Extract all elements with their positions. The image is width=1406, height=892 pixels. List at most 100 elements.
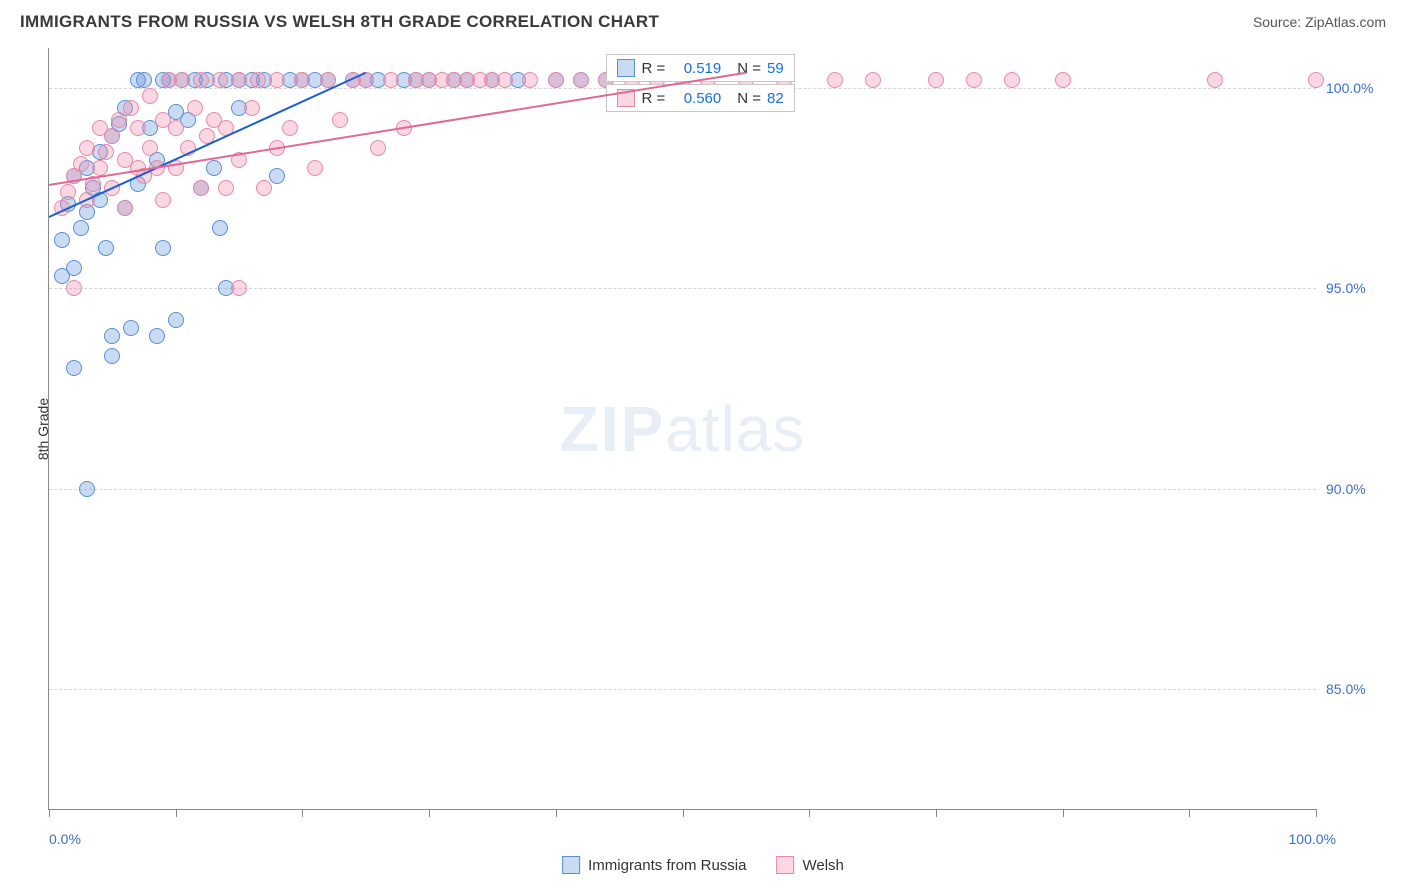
scatter-point — [1004, 72, 1020, 88]
scatter-point — [92, 160, 108, 176]
scatter-point — [370, 140, 386, 156]
scatter-point — [206, 160, 222, 176]
scatter-point — [244, 100, 260, 116]
source-label: Source: ZipAtlas.com — [1253, 14, 1386, 30]
scatter-point — [865, 72, 881, 88]
scatter-point — [497, 72, 513, 88]
r-label: R = — [641, 90, 665, 107]
scatter-point — [282, 120, 298, 136]
x-label-end: 100.0% — [1289, 831, 1336, 847]
scatter-point — [522, 72, 538, 88]
scatter-point — [1308, 72, 1324, 88]
chart-container: ZIPatlas 85.0%90.0%95.0%100.0%0.0%100.0%… — [48, 48, 1316, 810]
scatter-point — [250, 72, 266, 88]
scatter-point — [54, 232, 70, 248]
scatter-point — [111, 112, 127, 128]
x-tick — [556, 809, 557, 817]
scatter-point — [117, 200, 133, 216]
n-label: N = — [737, 90, 761, 107]
scatter-point — [130, 120, 146, 136]
stats-box: R = 0.560 N = 82 — [606, 84, 794, 112]
scatter-point — [212, 72, 228, 88]
plot-area: ZIPatlas 85.0%90.0%95.0%100.0%0.0%100.0%… — [48, 48, 1316, 810]
scatter-point — [174, 72, 190, 88]
scatter-point — [142, 140, 158, 156]
x-tick — [809, 809, 810, 817]
x-tick — [1189, 809, 1190, 817]
x-tick — [49, 809, 50, 817]
scatter-point — [193, 180, 209, 196]
scatter-point — [168, 120, 184, 136]
scatter-point — [168, 312, 184, 328]
scatter-point — [332, 112, 348, 128]
scatter-point — [98, 240, 114, 256]
scatter-point — [123, 320, 139, 336]
scatter-point — [231, 72, 247, 88]
x-tick — [1063, 809, 1064, 817]
n-value: 82 — [767, 90, 784, 107]
legend-item: Immigrants from Russia — [562, 856, 746, 874]
x-tick — [176, 809, 177, 817]
grid-line — [49, 489, 1316, 490]
scatter-point — [155, 192, 171, 208]
scatter-point — [212, 220, 228, 236]
scatter-point — [256, 180, 272, 196]
scatter-point — [66, 280, 82, 296]
scatter-point — [104, 348, 120, 364]
scatter-point — [104, 128, 120, 144]
watermark-bold: ZIP — [560, 393, 666, 465]
grid-line — [49, 689, 1316, 690]
scatter-point — [123, 100, 139, 116]
scatter-point — [269, 72, 285, 88]
x-tick — [936, 809, 937, 817]
scatter-point — [73, 220, 89, 236]
legend-swatch — [562, 856, 580, 874]
y-tick-label: 85.0% — [1326, 681, 1386, 697]
scatter-point — [187, 100, 203, 116]
legend: Immigrants from Russia Welsh — [562, 856, 844, 874]
x-label-start: 0.0% — [49, 831, 81, 847]
n-value: 59 — [767, 60, 784, 77]
legend-item: Welsh — [776, 856, 843, 874]
scatter-point — [79, 481, 95, 497]
x-tick — [429, 809, 430, 817]
scatter-point — [383, 72, 399, 88]
x-tick — [683, 809, 684, 817]
scatter-point — [231, 280, 247, 296]
scatter-point — [573, 72, 589, 88]
scatter-point — [155, 240, 171, 256]
scatter-point — [548, 72, 564, 88]
scatter-point — [193, 72, 209, 88]
x-tick — [1316, 809, 1317, 817]
scatter-point — [928, 72, 944, 88]
stats-swatch — [617, 59, 635, 77]
y-tick-label: 100.0% — [1326, 80, 1386, 96]
scatter-point — [66, 360, 82, 376]
y-tick-label: 90.0% — [1326, 481, 1386, 497]
legend-label: Welsh — [802, 857, 843, 874]
scatter-point — [1207, 72, 1223, 88]
y-axis-title: 8th Grade — [35, 398, 51, 460]
scatter-point — [307, 160, 323, 176]
scatter-point — [79, 140, 95, 156]
scatter-point — [149, 328, 165, 344]
scatter-point — [966, 72, 982, 88]
watermark: ZIPatlas — [560, 392, 806, 466]
watermark-rest: atlas — [665, 393, 805, 465]
scatter-point — [294, 72, 310, 88]
scatter-point — [827, 72, 843, 88]
r-value: 0.519 — [671, 60, 721, 77]
legend-swatch — [776, 856, 794, 874]
stats-box: R =0.519N =59 — [606, 54, 794, 82]
scatter-point — [1055, 72, 1071, 88]
r-value: 0.560 — [671, 90, 721, 107]
y-tick-label: 95.0% — [1326, 280, 1386, 296]
legend-label: Immigrants from Russia — [588, 857, 746, 874]
r-label: R = — [641, 60, 665, 77]
scatter-point — [73, 156, 89, 172]
chart-title: IMMIGRANTS FROM RUSSIA VS WELSH 8TH GRAD… — [20, 12, 659, 32]
scatter-point — [54, 268, 70, 284]
scatter-point — [218, 180, 234, 196]
scatter-point — [269, 168, 285, 184]
scatter-point — [104, 328, 120, 344]
